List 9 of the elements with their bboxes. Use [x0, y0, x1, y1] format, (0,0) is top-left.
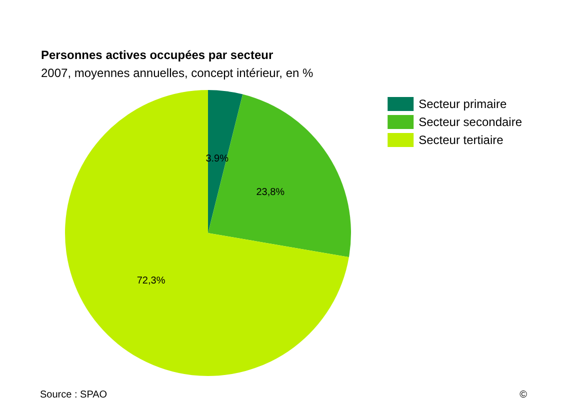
- text: ©: [520, 390, 528, 400]
- source-note: Source : SPAO: [40, 390, 108, 400]
- legend-label: Secteur tertiaire: [418, 133, 504, 147]
- chart-subtitle: 2007, moyennes annuelles, concept intérieur, en %: [41, 66, 314, 80]
- chart-title: Personnes actives occupées par secteur: [41, 48, 274, 62]
- data-label: 72,3%: [136, 276, 166, 287]
- data-label: 23,8%: [256, 186, 285, 198]
- legend-label: Secteur primaire: [418, 97, 507, 111]
- legend-label: Secteur secondaire: [418, 115, 522, 129]
